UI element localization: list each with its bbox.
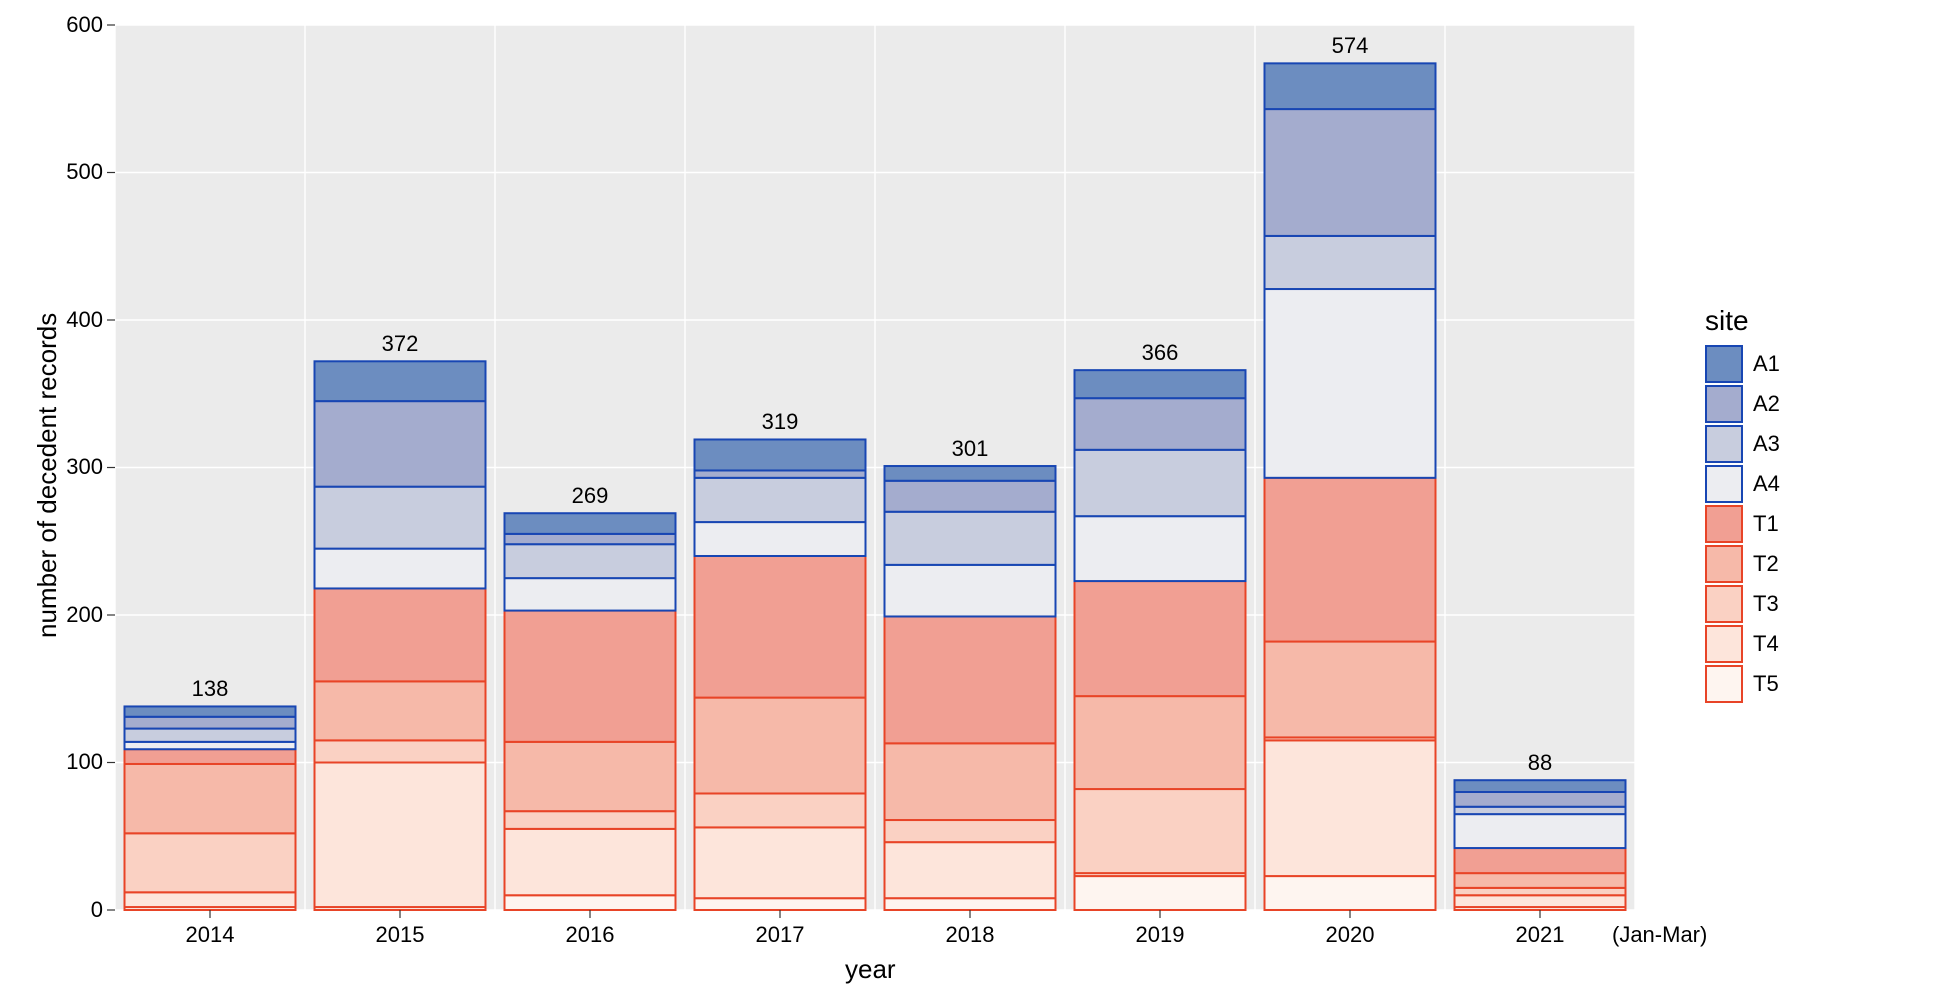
legend-label: T2 bbox=[1753, 551, 1779, 577]
y-tick-label: 300 bbox=[66, 454, 103, 480]
legend-swatch bbox=[1705, 665, 1743, 703]
bar-total-label: 269 bbox=[550, 483, 630, 509]
chart-container: 0 100 200 300 400 500 600 2014 2015 2016 2017 2018… bbox=[0, 0, 1960, 982]
legend-item: A1 bbox=[1705, 345, 1780, 383]
legend-swatch bbox=[1705, 385, 1743, 423]
legend-swatch bbox=[1705, 505, 1743, 543]
x-axis-label: year bbox=[845, 954, 896, 985]
x-tick-label: 2016 bbox=[560, 922, 620, 948]
x-tick-label: 2017 bbox=[750, 922, 810, 948]
x-tick-label: 2020 bbox=[1320, 922, 1380, 948]
legend-swatch bbox=[1705, 425, 1743, 463]
legend-label: A2 bbox=[1753, 391, 1780, 417]
legend-label: T4 bbox=[1753, 631, 1779, 657]
y-axis-label: number of decedent records bbox=[32, 312, 63, 637]
x-tick-label: 2014 bbox=[180, 922, 240, 948]
legend-label: A3 bbox=[1753, 431, 1780, 457]
legend-item: T1 bbox=[1705, 505, 1779, 543]
y-tick-label: 500 bbox=[66, 159, 103, 185]
legend-item: T5 bbox=[1705, 665, 1779, 703]
legend-swatch bbox=[1705, 465, 1743, 503]
bar-total-label: 88 bbox=[1500, 750, 1580, 776]
legend-label: T5 bbox=[1753, 671, 1779, 697]
stacked-bar-chart bbox=[0, 0, 1960, 982]
y-tick-label: 400 bbox=[66, 307, 103, 333]
y-tick-label: 0 bbox=[91, 897, 103, 923]
legend-item: T4 bbox=[1705, 625, 1779, 663]
legend-item: A3 bbox=[1705, 425, 1780, 463]
bar-total-label: 319 bbox=[740, 409, 820, 435]
legend-title: site bbox=[1705, 305, 1749, 337]
legend-item: A2 bbox=[1705, 385, 1780, 423]
bar-total-label: 366 bbox=[1120, 340, 1200, 366]
x-tick-label: 2015 bbox=[370, 922, 430, 948]
legend-swatch bbox=[1705, 585, 1743, 623]
legend-label: T1 bbox=[1753, 511, 1779, 537]
legend-swatch bbox=[1705, 545, 1743, 583]
x-tick-label: 2018 bbox=[940, 922, 1000, 948]
y-tick-label: 600 bbox=[66, 12, 103, 38]
y-tick-label: 200 bbox=[66, 602, 103, 628]
legend-label: A1 bbox=[1753, 351, 1780, 377]
bar-total-label: 574 bbox=[1310, 33, 1390, 59]
x-tick-label: 2019 bbox=[1130, 922, 1190, 948]
legend-item: T3 bbox=[1705, 585, 1779, 623]
legend-item: T2 bbox=[1705, 545, 1779, 583]
legend-label: T3 bbox=[1753, 591, 1779, 617]
y-tick-label: 100 bbox=[66, 749, 103, 775]
x-axis-secondary-label: (Jan-Mar) bbox=[1612, 922, 1707, 948]
legend-item: A4 bbox=[1705, 465, 1780, 503]
bar-total-label: 301 bbox=[930, 436, 1010, 462]
bar-total-label: 138 bbox=[170, 676, 250, 702]
legend-swatch bbox=[1705, 625, 1743, 663]
x-tick-label: 2021 bbox=[1510, 922, 1570, 948]
legend-swatch bbox=[1705, 345, 1743, 383]
legend-label: A4 bbox=[1753, 471, 1780, 497]
bar-total-label: 372 bbox=[360, 331, 440, 357]
